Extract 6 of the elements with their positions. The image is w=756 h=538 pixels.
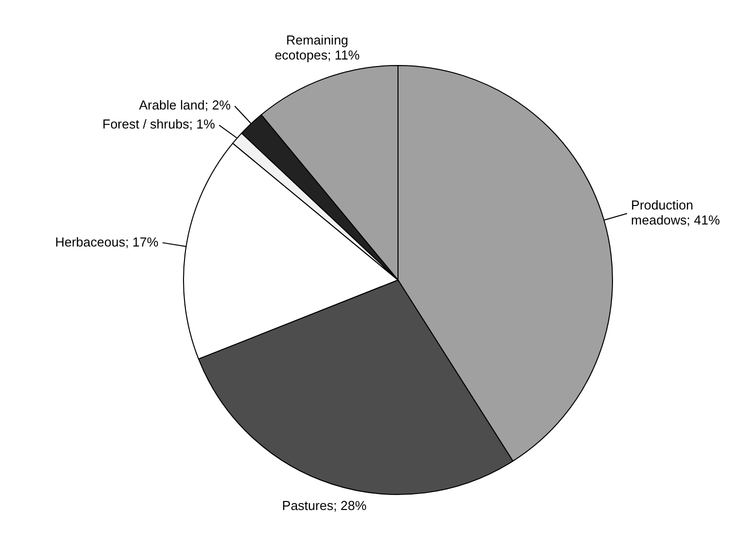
slice-label: Pastures; 28%: [282, 498, 368, 513]
slice-label: Arable land; 2%: [138, 98, 232, 113]
slice-label: Herbaceous; 17%: [55, 234, 159, 250]
slice-label: Production meadows; 41%: [631, 198, 720, 228]
slice-label: Forest / shrubs; 1%: [102, 116, 216, 132]
slice-label: Remaining ecotopes; 11%: [274, 32, 360, 63]
